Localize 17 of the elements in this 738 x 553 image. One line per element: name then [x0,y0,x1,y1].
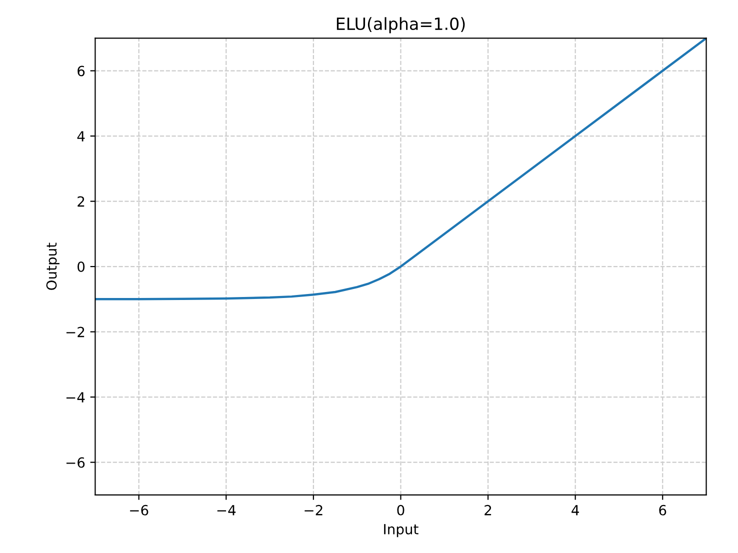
chart-title: ELU(alpha=1.0) [336,17,465,34]
y-tick-label: 2 [78,196,84,207]
x-tick-label: −4 [217,505,236,516]
x-tick-label: 0 [397,504,404,516]
x-tick-label: −2 [304,504,322,516]
y-tick-label: 0 [78,262,85,272]
y-tick-label: −2 [66,326,84,338]
x-axis-title: Input [384,524,418,538]
x-tick-label: 2 [484,504,492,516]
y-axis-title: Output [46,242,60,290]
x-tick-label: 4 [572,505,579,516]
y-tick-label: 6 [78,66,85,76]
x-tick-label: −6 [130,504,148,516]
y-tick-label: −6 [66,457,85,468]
x-tick-label: 6 [659,504,666,516]
y-tick-label: 4 [77,131,85,142]
y-tick-label: −4 [66,392,85,402]
